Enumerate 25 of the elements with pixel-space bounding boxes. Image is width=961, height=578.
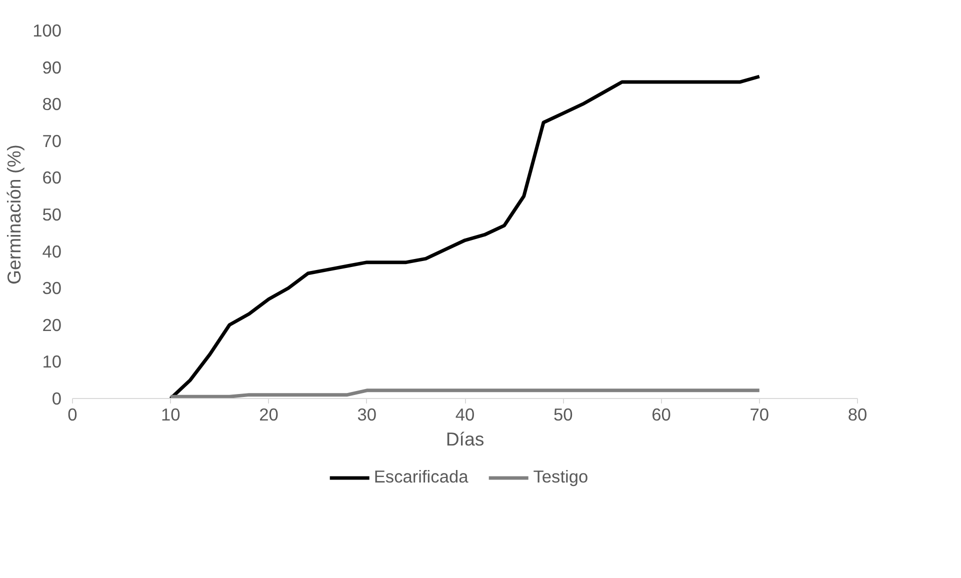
x-tick-label: 70	[750, 404, 770, 424]
x-tick-label: 60	[652, 404, 671, 424]
legend-label: Escarificada	[374, 466, 468, 488]
y-tick-label: 80	[42, 94, 62, 114]
x-tick-label: 10	[160, 404, 180, 424]
y-tick-label: 40	[42, 241, 62, 262]
y-tick-label: 10	[42, 352, 62, 372]
x-tick-label: 80	[848, 404, 868, 424]
x-tick-label: 50	[553, 404, 573, 424]
y-tick-label: 30	[42, 278, 62, 298]
line-series	[168, 74, 762, 398]
x-tick-label: 20	[259, 404, 278, 424]
y-tick-label: 90	[42, 57, 62, 78]
x-tick-label: 0	[68, 404, 78, 424]
x-tick-label: 40	[455, 404, 475, 424]
y-axis-title: Germinación (%)	[4, 144, 25, 284]
x-axis-title: Días	[446, 428, 484, 450]
y-tick-label: 0	[52, 388, 62, 408]
legend-label: Testigo	[533, 466, 588, 488]
y-tick-label: 70	[42, 130, 62, 151]
x-tick-label: 30	[357, 404, 377, 424]
y-tick-label: 50	[42, 204, 62, 224]
y-tick-label: 60	[42, 168, 62, 188]
y-tick-label: 20	[42, 314, 62, 335]
y-tick-label: 100	[32, 20, 62, 40]
